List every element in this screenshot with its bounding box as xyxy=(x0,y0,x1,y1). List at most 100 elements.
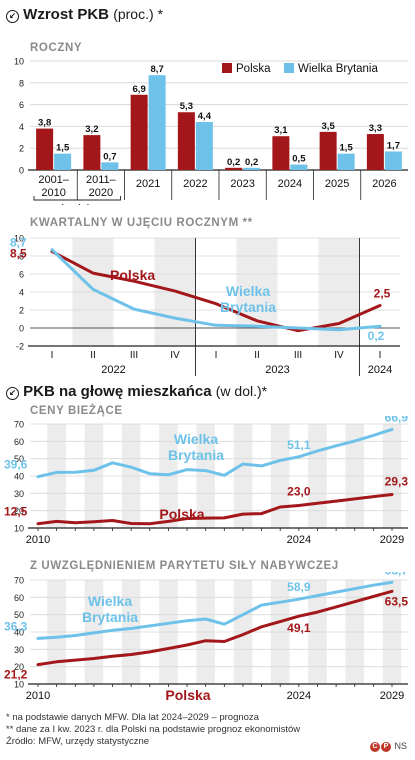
legend-swatch xyxy=(284,63,294,73)
ppp-chart-subtitle: Z UWZGLĘDNIENIEM PARYTETU SIŁY NABYWCZEJ xyxy=(30,560,339,572)
expand-arrow-icon-2: ↙ xyxy=(6,387,19,400)
rp-logo-icon: P xyxy=(380,742,391,752)
current-prices-chart: 10 20 30 40 50 60 70 2010 2024 2029 39,6 51,1 66,9 Wi… xyxy=(4,416,409,546)
x-tick-label: 2024 xyxy=(287,534,311,546)
y-tick-label: 8 xyxy=(19,252,24,262)
bar-polska xyxy=(225,167,243,170)
quarter-label: II xyxy=(90,350,96,361)
quarter-label: III xyxy=(294,350,302,361)
y-tick-label: 0 xyxy=(19,166,24,176)
credit-text: NS xyxy=(394,741,407,752)
point-label: 63,5 xyxy=(385,594,409,608)
end-label-uk: 0,2 xyxy=(368,329,385,343)
gdp-growth-heading: ↙ Wzrost PKB (proc.) * xyxy=(6,6,163,23)
y-tick-label: 6 xyxy=(19,100,24,110)
data-label: 3,2 xyxy=(85,124,98,135)
quarter-label: I xyxy=(215,350,218,361)
data-label: 0,7 xyxy=(103,151,116,162)
footnote-1: * na podstawie danych MFW. Dla lat 2024–… xyxy=(6,712,259,723)
series-name-polska: Polska xyxy=(110,267,155,283)
line-uk xyxy=(36,580,394,640)
expand-arrow-icon: ↙ xyxy=(6,10,19,23)
y-tick-label: 4 xyxy=(19,288,24,298)
bar-polska xyxy=(319,131,337,170)
y-tick-label: 70 xyxy=(14,420,24,430)
data-label: 4,4 xyxy=(198,111,212,122)
point-label: 29,3 xyxy=(385,475,409,489)
series-name-uk: Wielka xyxy=(226,283,270,299)
annual-chart-subtitle: ROCZNY xyxy=(30,42,83,54)
gdp-per-capita-subtitle: (w dol.)* xyxy=(215,383,268,399)
current-prices-subtitle: CENY BIEŻĄCE xyxy=(30,405,123,417)
point-label: 36,3 xyxy=(4,619,28,633)
point-label: 49,1 xyxy=(287,621,311,635)
gdp-growth-subtitle: (proc.) * xyxy=(113,6,163,22)
average-bracket-label: średnia xyxy=(59,203,96,205)
bar-polska xyxy=(130,94,148,170)
y-tick-label: 4 xyxy=(19,122,24,132)
y-tick-label: 50 xyxy=(14,454,24,464)
source-note: Źródło: MFW, urzędy statystyczne xyxy=(6,736,150,747)
data-label: 3,5 xyxy=(322,121,336,132)
legend-label: Polska xyxy=(236,63,271,75)
year-label: 2023 xyxy=(265,364,289,376)
quarter-label: I xyxy=(51,350,54,361)
bar-uk xyxy=(337,153,355,170)
quarter-label: IV xyxy=(170,350,180,361)
bar-polska xyxy=(177,112,195,170)
y-tick-label: 70 xyxy=(14,576,24,586)
series-name-uk: Wielka xyxy=(174,431,218,447)
category-label: 2025 xyxy=(325,178,349,190)
category-label: 2011– xyxy=(86,174,117,186)
bar-polska xyxy=(36,128,54,170)
y-tick-label: -2 xyxy=(16,342,24,352)
legend-swatch xyxy=(222,63,232,73)
copyright-icon: C xyxy=(369,742,380,752)
data-label: 8,7 xyxy=(151,64,164,75)
x-tick-label: 2010 xyxy=(26,534,50,546)
y-tick-label: 60 xyxy=(14,437,24,447)
start-label-polska: 8,5 xyxy=(10,247,27,261)
category-label: 2001– xyxy=(38,174,69,186)
bar-uk xyxy=(54,153,72,170)
bar-uk xyxy=(101,162,119,170)
ppp-chart: 10 20 30 40 50 60 70 2010 2024 2029 36,3 58,9 68,7 Wi… xyxy=(4,572,409,703)
start-label-uk: 8,7 xyxy=(10,236,27,250)
category-label: 2023 xyxy=(230,178,254,190)
gdp-per-capita-heading: ↙ PKB na głowę mieszkańca (w dol.)* xyxy=(6,383,267,400)
y-tick-label: 0 xyxy=(19,324,24,334)
y-tick-label: 8 xyxy=(19,78,24,88)
category-label: 2026 xyxy=(372,178,396,190)
data-label: 0,2 xyxy=(245,157,258,168)
line-uk xyxy=(36,427,394,479)
series-name-uk: Brytania xyxy=(82,609,138,625)
quarter-label: IV xyxy=(334,350,344,361)
data-label: 1,5 xyxy=(340,143,354,154)
annual-bar-chart: 0 2 4 6 8 10 3,8 1,5 2001–2010 3,2 0,7 2011–2020 6,9… xyxy=(14,57,408,205)
end-label-polska: 2,5 xyxy=(374,287,391,301)
y-tick-label: 50 xyxy=(14,610,24,620)
gdp-growth-title: Wzrost PKB xyxy=(23,6,110,23)
data-label: 0,5 xyxy=(292,154,306,165)
data-label: 0,2 xyxy=(227,157,240,168)
category-label: 2021 xyxy=(136,178,160,190)
data-label: 1,5 xyxy=(56,143,70,154)
y-tick-label: 30 xyxy=(14,645,24,655)
y-tick-label: 10 xyxy=(14,57,24,67)
series-name-uk: Brytania xyxy=(220,299,276,315)
bar-polska xyxy=(366,134,384,170)
bar-polska xyxy=(83,135,101,170)
year-label: 2024 xyxy=(368,364,392,376)
quarter-label: I xyxy=(379,350,382,361)
point-label: 51,1 xyxy=(287,438,311,452)
line-polska xyxy=(36,493,394,526)
series-name-polska: Polska xyxy=(159,506,204,522)
point-label: 39,6 xyxy=(4,458,28,472)
x-tick-label: 2029 xyxy=(380,690,404,702)
data-label: 1,7 xyxy=(387,140,400,151)
category-label: 2024 xyxy=(278,178,302,190)
category-label: 2020 xyxy=(89,187,113,199)
y-tick-label: 10 xyxy=(14,524,24,534)
